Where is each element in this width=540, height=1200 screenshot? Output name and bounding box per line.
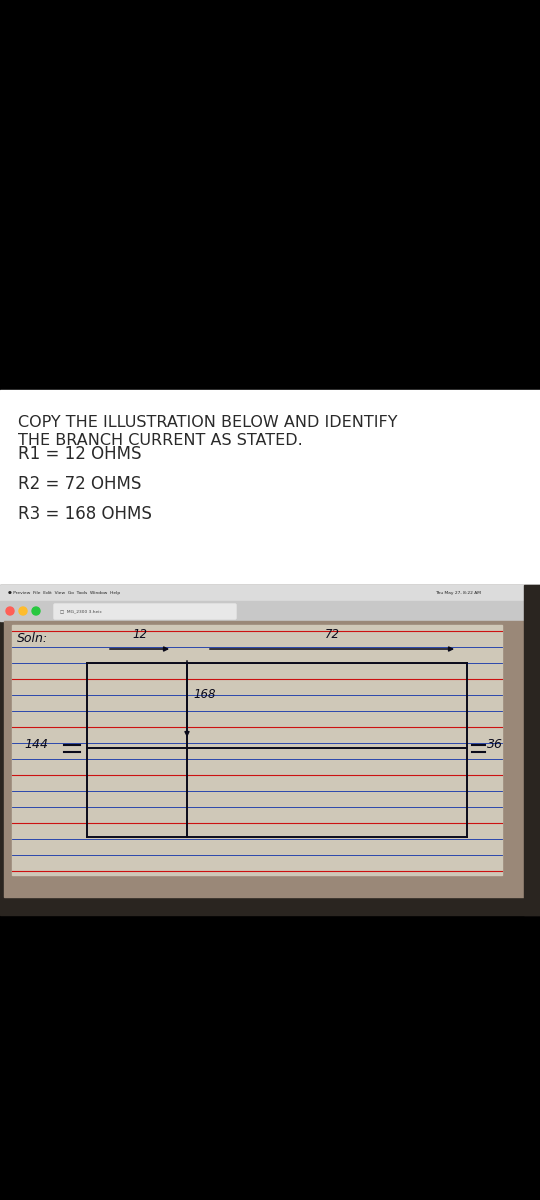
Text: R1 = 12 OHMS: R1 = 12 OHMS xyxy=(18,445,141,463)
Bar xyxy=(0,584,540,601)
Circle shape xyxy=(6,607,14,614)
FancyBboxPatch shape xyxy=(54,604,236,619)
Bar xyxy=(0,601,540,622)
Text: Thu May 27, 8:22 AM: Thu May 27, 8:22 AM xyxy=(435,590,481,595)
Text: COPY THE ILLUSTRATION BELOW AND IDENTIFY: COPY THE ILLUSTRATION BELOW AND IDENTIFY xyxy=(18,415,397,430)
Bar xyxy=(0,914,540,1200)
Circle shape xyxy=(19,607,27,614)
Text: Soln:: Soln: xyxy=(17,632,48,646)
Bar xyxy=(12,625,502,875)
Text: □  MG_2300 3.heic: □ MG_2300 3.heic xyxy=(60,608,102,613)
Text: 168: 168 xyxy=(193,689,215,702)
Text: THE BRANCH CURRENT AS STATED.: THE BRANCH CURRENT AS STATED. xyxy=(18,433,303,448)
Text: R3 = 168 OHMS: R3 = 168 OHMS xyxy=(18,505,152,523)
Text: 12: 12 xyxy=(132,628,147,641)
Text: 144: 144 xyxy=(24,738,48,750)
Bar xyxy=(524,584,540,914)
Text: 72: 72 xyxy=(325,628,340,641)
Text: 36: 36 xyxy=(487,738,503,750)
Circle shape xyxy=(32,607,40,614)
Bar xyxy=(0,0,540,390)
Bar xyxy=(4,622,524,898)
Text: R2 = 72 OHMS: R2 = 72 OHMS xyxy=(18,475,141,493)
Bar xyxy=(0,584,540,914)
Text: ● Preview  File  Edit  View  Go  Tools  Window  Help: ● Preview File Edit View Go Tools Window… xyxy=(8,590,120,595)
Bar xyxy=(0,390,540,584)
